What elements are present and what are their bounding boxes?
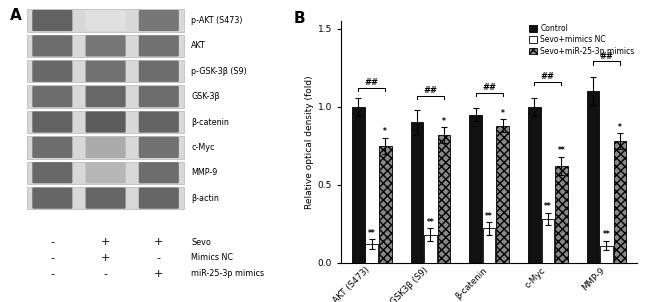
Text: -: - bbox=[103, 268, 108, 279]
Text: *: * bbox=[442, 117, 446, 126]
FancyBboxPatch shape bbox=[138, 188, 179, 209]
FancyBboxPatch shape bbox=[32, 188, 72, 209]
Bar bbox=[411, 122, 423, 263]
Bar bbox=[27, 111, 184, 133]
Bar bbox=[27, 35, 184, 57]
Text: miR-25-3p mimics: miR-25-3p mimics bbox=[191, 269, 265, 278]
FancyBboxPatch shape bbox=[32, 61, 72, 82]
Text: +: + bbox=[101, 253, 111, 263]
Text: GSK-3β: GSK-3β bbox=[191, 92, 220, 101]
Text: MMP-9: MMP-9 bbox=[191, 168, 218, 177]
Text: *: * bbox=[500, 109, 504, 118]
Text: +: + bbox=[154, 268, 164, 279]
Text: -: - bbox=[50, 237, 55, 247]
Bar bbox=[27, 85, 184, 108]
Bar bbox=[424, 235, 437, 263]
Text: ##: ## bbox=[365, 78, 379, 87]
Bar bbox=[483, 228, 495, 263]
Text: Sevo: Sevo bbox=[191, 238, 211, 247]
FancyBboxPatch shape bbox=[138, 61, 179, 82]
Text: *: * bbox=[384, 127, 387, 137]
Bar bbox=[352, 107, 365, 263]
Bar bbox=[27, 136, 184, 159]
FancyBboxPatch shape bbox=[138, 86, 179, 107]
Text: B: B bbox=[294, 11, 306, 27]
FancyBboxPatch shape bbox=[32, 111, 72, 133]
Text: ##: ## bbox=[423, 86, 437, 95]
FancyBboxPatch shape bbox=[32, 35, 72, 56]
Text: p-AKT (S473): p-AKT (S473) bbox=[191, 16, 243, 25]
Bar bbox=[614, 141, 626, 263]
Text: p-GSK-3β (S9): p-GSK-3β (S9) bbox=[191, 67, 247, 76]
Text: *: * bbox=[618, 123, 622, 132]
Text: β-actin: β-actin bbox=[191, 194, 219, 203]
Text: +: + bbox=[101, 237, 111, 247]
Bar bbox=[469, 115, 482, 263]
Text: **: ** bbox=[544, 202, 552, 211]
FancyBboxPatch shape bbox=[86, 10, 125, 31]
Text: ##: ## bbox=[482, 83, 496, 92]
Bar bbox=[437, 135, 450, 263]
Bar bbox=[27, 187, 184, 209]
Text: ##: ## bbox=[541, 72, 555, 81]
FancyBboxPatch shape bbox=[86, 188, 125, 209]
FancyBboxPatch shape bbox=[138, 137, 179, 158]
FancyBboxPatch shape bbox=[86, 162, 125, 183]
Bar bbox=[379, 146, 391, 263]
FancyBboxPatch shape bbox=[138, 111, 179, 133]
Legend: Control, Sevo+mimics NC, Sevo+miR-25-3p mimics: Control, Sevo+mimics NC, Sevo+miR-25-3p … bbox=[527, 23, 636, 57]
FancyBboxPatch shape bbox=[32, 137, 72, 158]
Bar bbox=[555, 166, 567, 263]
Bar bbox=[587, 91, 599, 263]
Bar bbox=[497, 126, 509, 263]
Text: c-Myc: c-Myc bbox=[191, 143, 215, 152]
Text: +: + bbox=[154, 237, 164, 247]
Bar bbox=[27, 9, 184, 32]
Text: **: ** bbox=[558, 146, 566, 155]
Bar bbox=[600, 246, 613, 263]
Bar bbox=[27, 162, 184, 184]
FancyBboxPatch shape bbox=[86, 35, 125, 56]
Bar bbox=[365, 244, 378, 263]
FancyBboxPatch shape bbox=[86, 86, 125, 107]
FancyBboxPatch shape bbox=[138, 10, 179, 31]
FancyBboxPatch shape bbox=[138, 162, 179, 183]
Bar bbox=[541, 219, 554, 263]
Bar bbox=[528, 107, 541, 263]
FancyBboxPatch shape bbox=[86, 61, 125, 82]
Text: β-catenin: β-catenin bbox=[191, 117, 229, 127]
FancyBboxPatch shape bbox=[32, 86, 72, 107]
Text: AKT: AKT bbox=[191, 41, 206, 50]
Text: -: - bbox=[50, 253, 55, 263]
Text: **: ** bbox=[426, 218, 434, 227]
FancyBboxPatch shape bbox=[86, 111, 125, 133]
Text: ##: ## bbox=[599, 52, 614, 61]
Text: **: ** bbox=[603, 230, 610, 239]
Y-axis label: Relative optical density (fold): Relative optical density (fold) bbox=[305, 75, 314, 209]
Text: **: ** bbox=[486, 212, 493, 221]
Text: A: A bbox=[10, 8, 21, 23]
FancyBboxPatch shape bbox=[138, 35, 179, 56]
FancyBboxPatch shape bbox=[86, 137, 125, 158]
Text: -: - bbox=[157, 253, 161, 263]
FancyBboxPatch shape bbox=[32, 10, 72, 31]
Text: **: ** bbox=[368, 229, 376, 238]
FancyBboxPatch shape bbox=[32, 162, 72, 183]
Text: -: - bbox=[50, 268, 55, 279]
Text: Mimics NC: Mimics NC bbox=[191, 253, 233, 262]
Bar bbox=[27, 60, 184, 82]
